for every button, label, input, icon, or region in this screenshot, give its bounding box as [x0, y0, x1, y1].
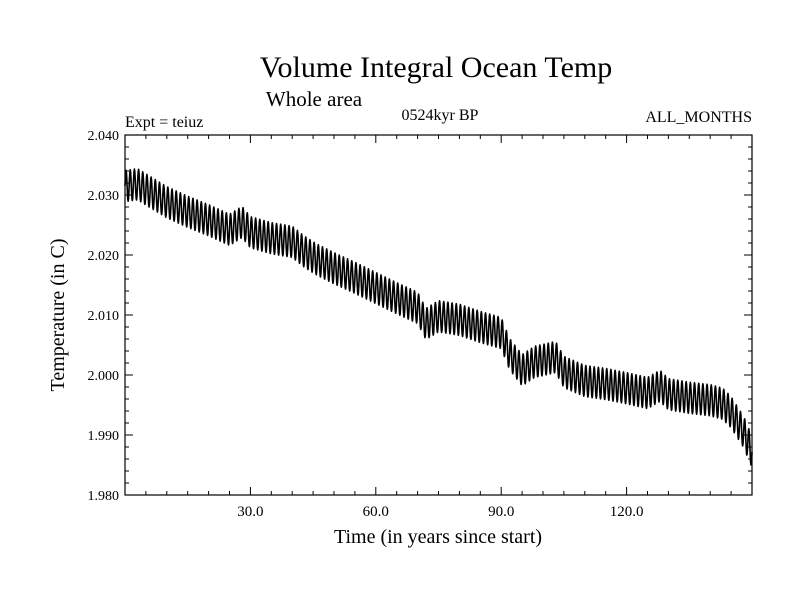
y-tick-label: 2.040 — [88, 129, 120, 144]
y-tick-label: 2.030 — [88, 189, 120, 204]
x-tick-label: 30.0 — [237, 504, 263, 520]
x-tick-label: 60.0 — [363, 504, 389, 520]
x-axis-label: Time (in years since start) — [334, 526, 542, 548]
chart-subtitle: Whole area — [266, 87, 363, 111]
y-tick-label: 2.010 — [88, 309, 120, 324]
period-annotation: 0524kyr BP — [402, 107, 479, 124]
x-tick-label: 90.0 — [488, 504, 514, 520]
experiment-annotation: Expt = teiuz — [125, 114, 203, 131]
x-tick-label: 120.0 — [610, 504, 644, 520]
y-tick-label: 2.020 — [88, 249, 120, 264]
months-annotation: ALL_MONTHS — [645, 109, 752, 126]
y-axis-label: Temperature (in C) — [47, 239, 69, 392]
y-tick-label: 1.990 — [88, 429, 120, 444]
chart-title: Volume Integral Ocean Temp — [260, 51, 613, 84]
x-axis-ticks: 30.0 60.0 90.0 120.0 — [145, 135, 732, 520]
y-tick-label: 1.980 — [88, 489, 120, 504]
y-tick-label: 2.000 — [88, 369, 120, 384]
temperature-series-line — [124, 168, 753, 466]
series-group — [124, 168, 753, 466]
y-axis-ticks: 1.980 1.990 2.000 2.010 2.020 2.030 2.040 — [88, 129, 752, 504]
